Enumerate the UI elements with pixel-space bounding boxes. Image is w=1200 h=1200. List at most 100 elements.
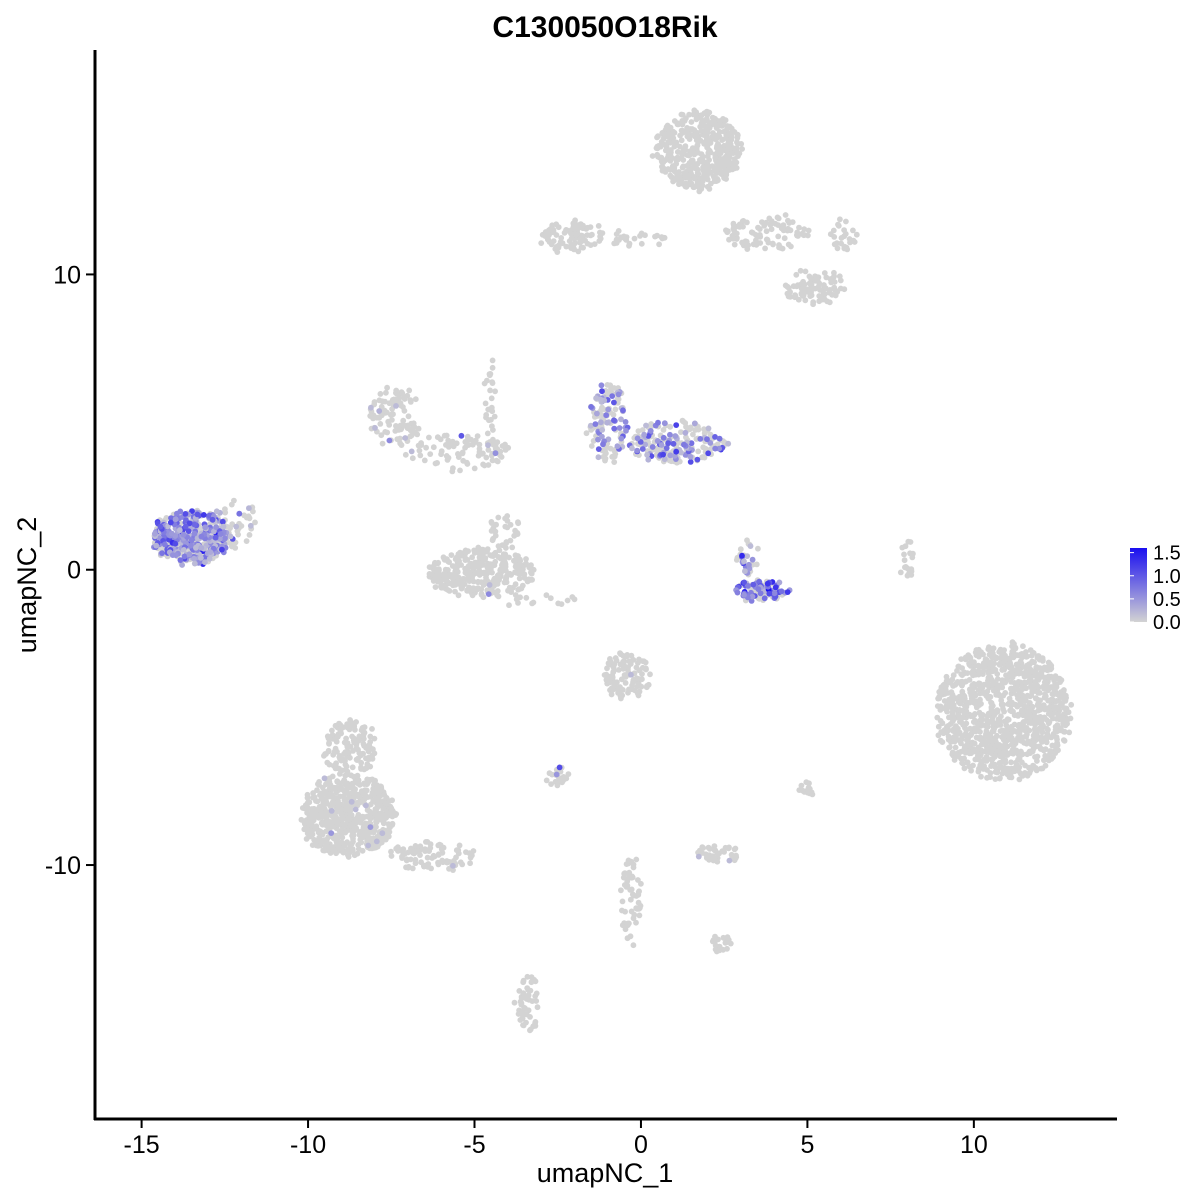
data-point (597, 235, 604, 242)
data-point (312, 808, 319, 815)
data-point (324, 759, 331, 766)
data-point (1045, 705, 1052, 711)
data-point (348, 798, 355, 805)
data-point (354, 814, 361, 821)
data-point (1049, 696, 1056, 703)
data-point (512, 563, 519, 570)
data-point (641, 431, 647, 438)
data-point (343, 828, 350, 834)
data-point (753, 232, 759, 238)
data-point (973, 704, 980, 711)
data-point (492, 532, 499, 539)
data-point (1006, 774, 1013, 781)
data-point (644, 452, 650, 458)
data-point (486, 582, 493, 588)
data-point (1032, 720, 1038, 727)
data-point (389, 411, 396, 417)
data-point (836, 273, 843, 280)
data-point (384, 832, 391, 839)
data-point (449, 468, 456, 475)
data-point (492, 442, 499, 449)
data-point (363, 781, 370, 788)
data-point (614, 679, 620, 686)
data-point (1004, 676, 1010, 683)
data-point (432, 584, 439, 590)
data-point (723, 171, 730, 178)
data-point (969, 659, 975, 665)
data-point (509, 544, 516, 551)
data-point (495, 593, 502, 600)
data-point (575, 248, 582, 255)
data-point (826, 299, 833, 306)
data-point (679, 127, 686, 134)
data-point (1030, 763, 1037, 770)
data-point (762, 245, 768, 252)
data-point (786, 220, 793, 226)
data-point (207, 549, 214, 555)
data-point (965, 652, 972, 659)
data-point (971, 740, 978, 747)
data-point (453, 854, 459, 861)
data-point (775, 215, 782, 222)
data-point (959, 688, 966, 695)
data-point (611, 459, 618, 465)
data-point (151, 530, 158, 537)
data-point (411, 849, 418, 856)
data-point (514, 531, 521, 537)
data-point (488, 416, 494, 423)
data-point (611, 425, 618, 432)
data-point (665, 152, 672, 158)
data-point (638, 240, 645, 247)
data-point (333, 838, 340, 844)
data-point (1016, 701, 1023, 708)
data-point (336, 720, 342, 727)
data-point (370, 829, 377, 836)
data-point (647, 428, 654, 434)
data-point (427, 841, 434, 848)
x-tick-label: -15 (124, 1131, 160, 1159)
data-point (321, 775, 328, 782)
data-point (452, 588, 458, 595)
data-point (1007, 660, 1013, 667)
data-point (992, 761, 998, 768)
data-point (622, 680, 629, 686)
data-point (1063, 694, 1069, 701)
data-point (435, 861, 442, 868)
data-point (696, 847, 703, 854)
data-point (415, 442, 422, 449)
data-point (352, 806, 359, 813)
data-point (753, 241, 760, 248)
data-point (329, 727, 335, 734)
data-point (595, 223, 602, 229)
data-point (1027, 700, 1033, 706)
data-point (319, 831, 326, 838)
data-point (331, 748, 338, 755)
data-point (934, 714, 941, 721)
data-point (316, 838, 322, 844)
data-point (502, 552, 509, 559)
data-point (964, 670, 971, 676)
data-point (690, 149, 697, 156)
data-point (784, 589, 791, 595)
data-point (457, 467, 463, 474)
data-point (692, 427, 699, 433)
data-point (198, 544, 205, 551)
data-point (454, 568, 461, 575)
data-point (182, 523, 189, 530)
data-point (1030, 746, 1037, 752)
data-point (941, 727, 948, 734)
color-legend: 1.51.00.50.0 (1130, 543, 1181, 634)
data-point (991, 660, 997, 667)
data-point (687, 453, 694, 460)
data-point (1016, 776, 1023, 783)
data-point (997, 764, 1004, 771)
data-point (546, 232, 552, 239)
data-point (320, 799, 327, 806)
data-point (516, 586, 523, 593)
data-point (712, 847, 719, 854)
data-point (179, 562, 186, 568)
data-point (659, 235, 666, 242)
data-point (712, 445, 719, 452)
data-point (781, 235, 788, 242)
